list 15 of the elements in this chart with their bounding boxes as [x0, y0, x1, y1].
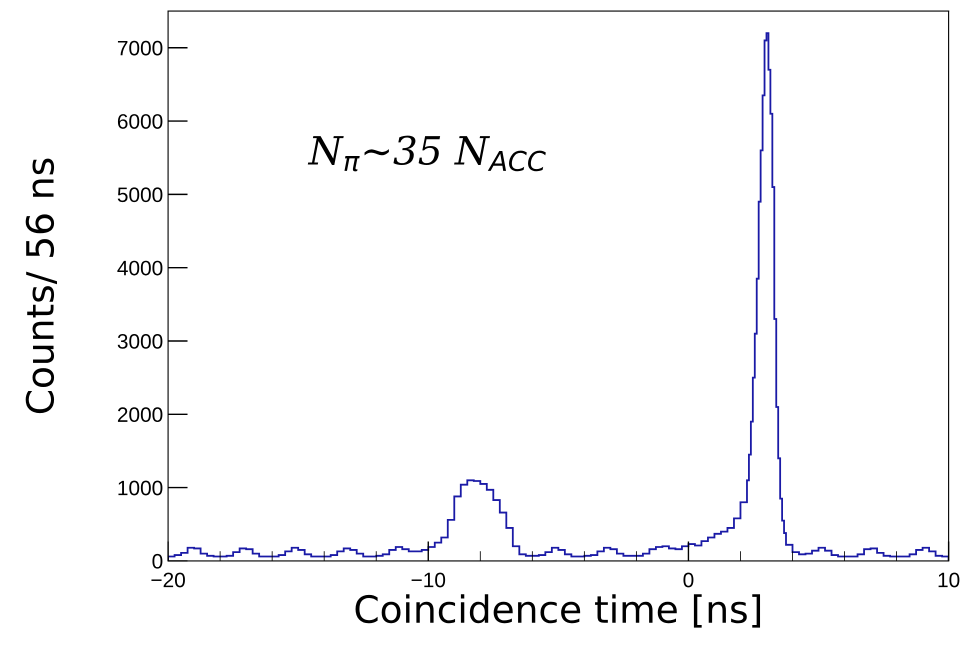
x-tick-label: 0 — [683, 572, 694, 588]
y-tick-label: 2000 — [118, 407, 162, 422]
y-tick-label: 1000 — [118, 480, 162, 496]
annotation: N$_{π}$~35 N$_{ACC}$ — [308, 136, 546, 172]
x-tick-label: 10 — [938, 572, 960, 588]
y-tick-label: 0 — [152, 554, 162, 569]
y-axis-title: Counts/ 56 ns — [26, 158, 58, 414]
x-tick-label: −20 — [151, 572, 185, 588]
x-tick-label: −10 — [412, 572, 446, 588]
y-tick-label: 5000 — [118, 187, 162, 202]
y-tick-label: 6000 — [118, 114, 162, 129]
y-tick-label: 7000 — [118, 40, 162, 56]
y-tick-label: 3000 — [118, 334, 162, 349]
x-axis-title: Coincidence time [ns] — [356, 594, 760, 628]
y-tick-label: 4000 — [117, 260, 162, 276]
